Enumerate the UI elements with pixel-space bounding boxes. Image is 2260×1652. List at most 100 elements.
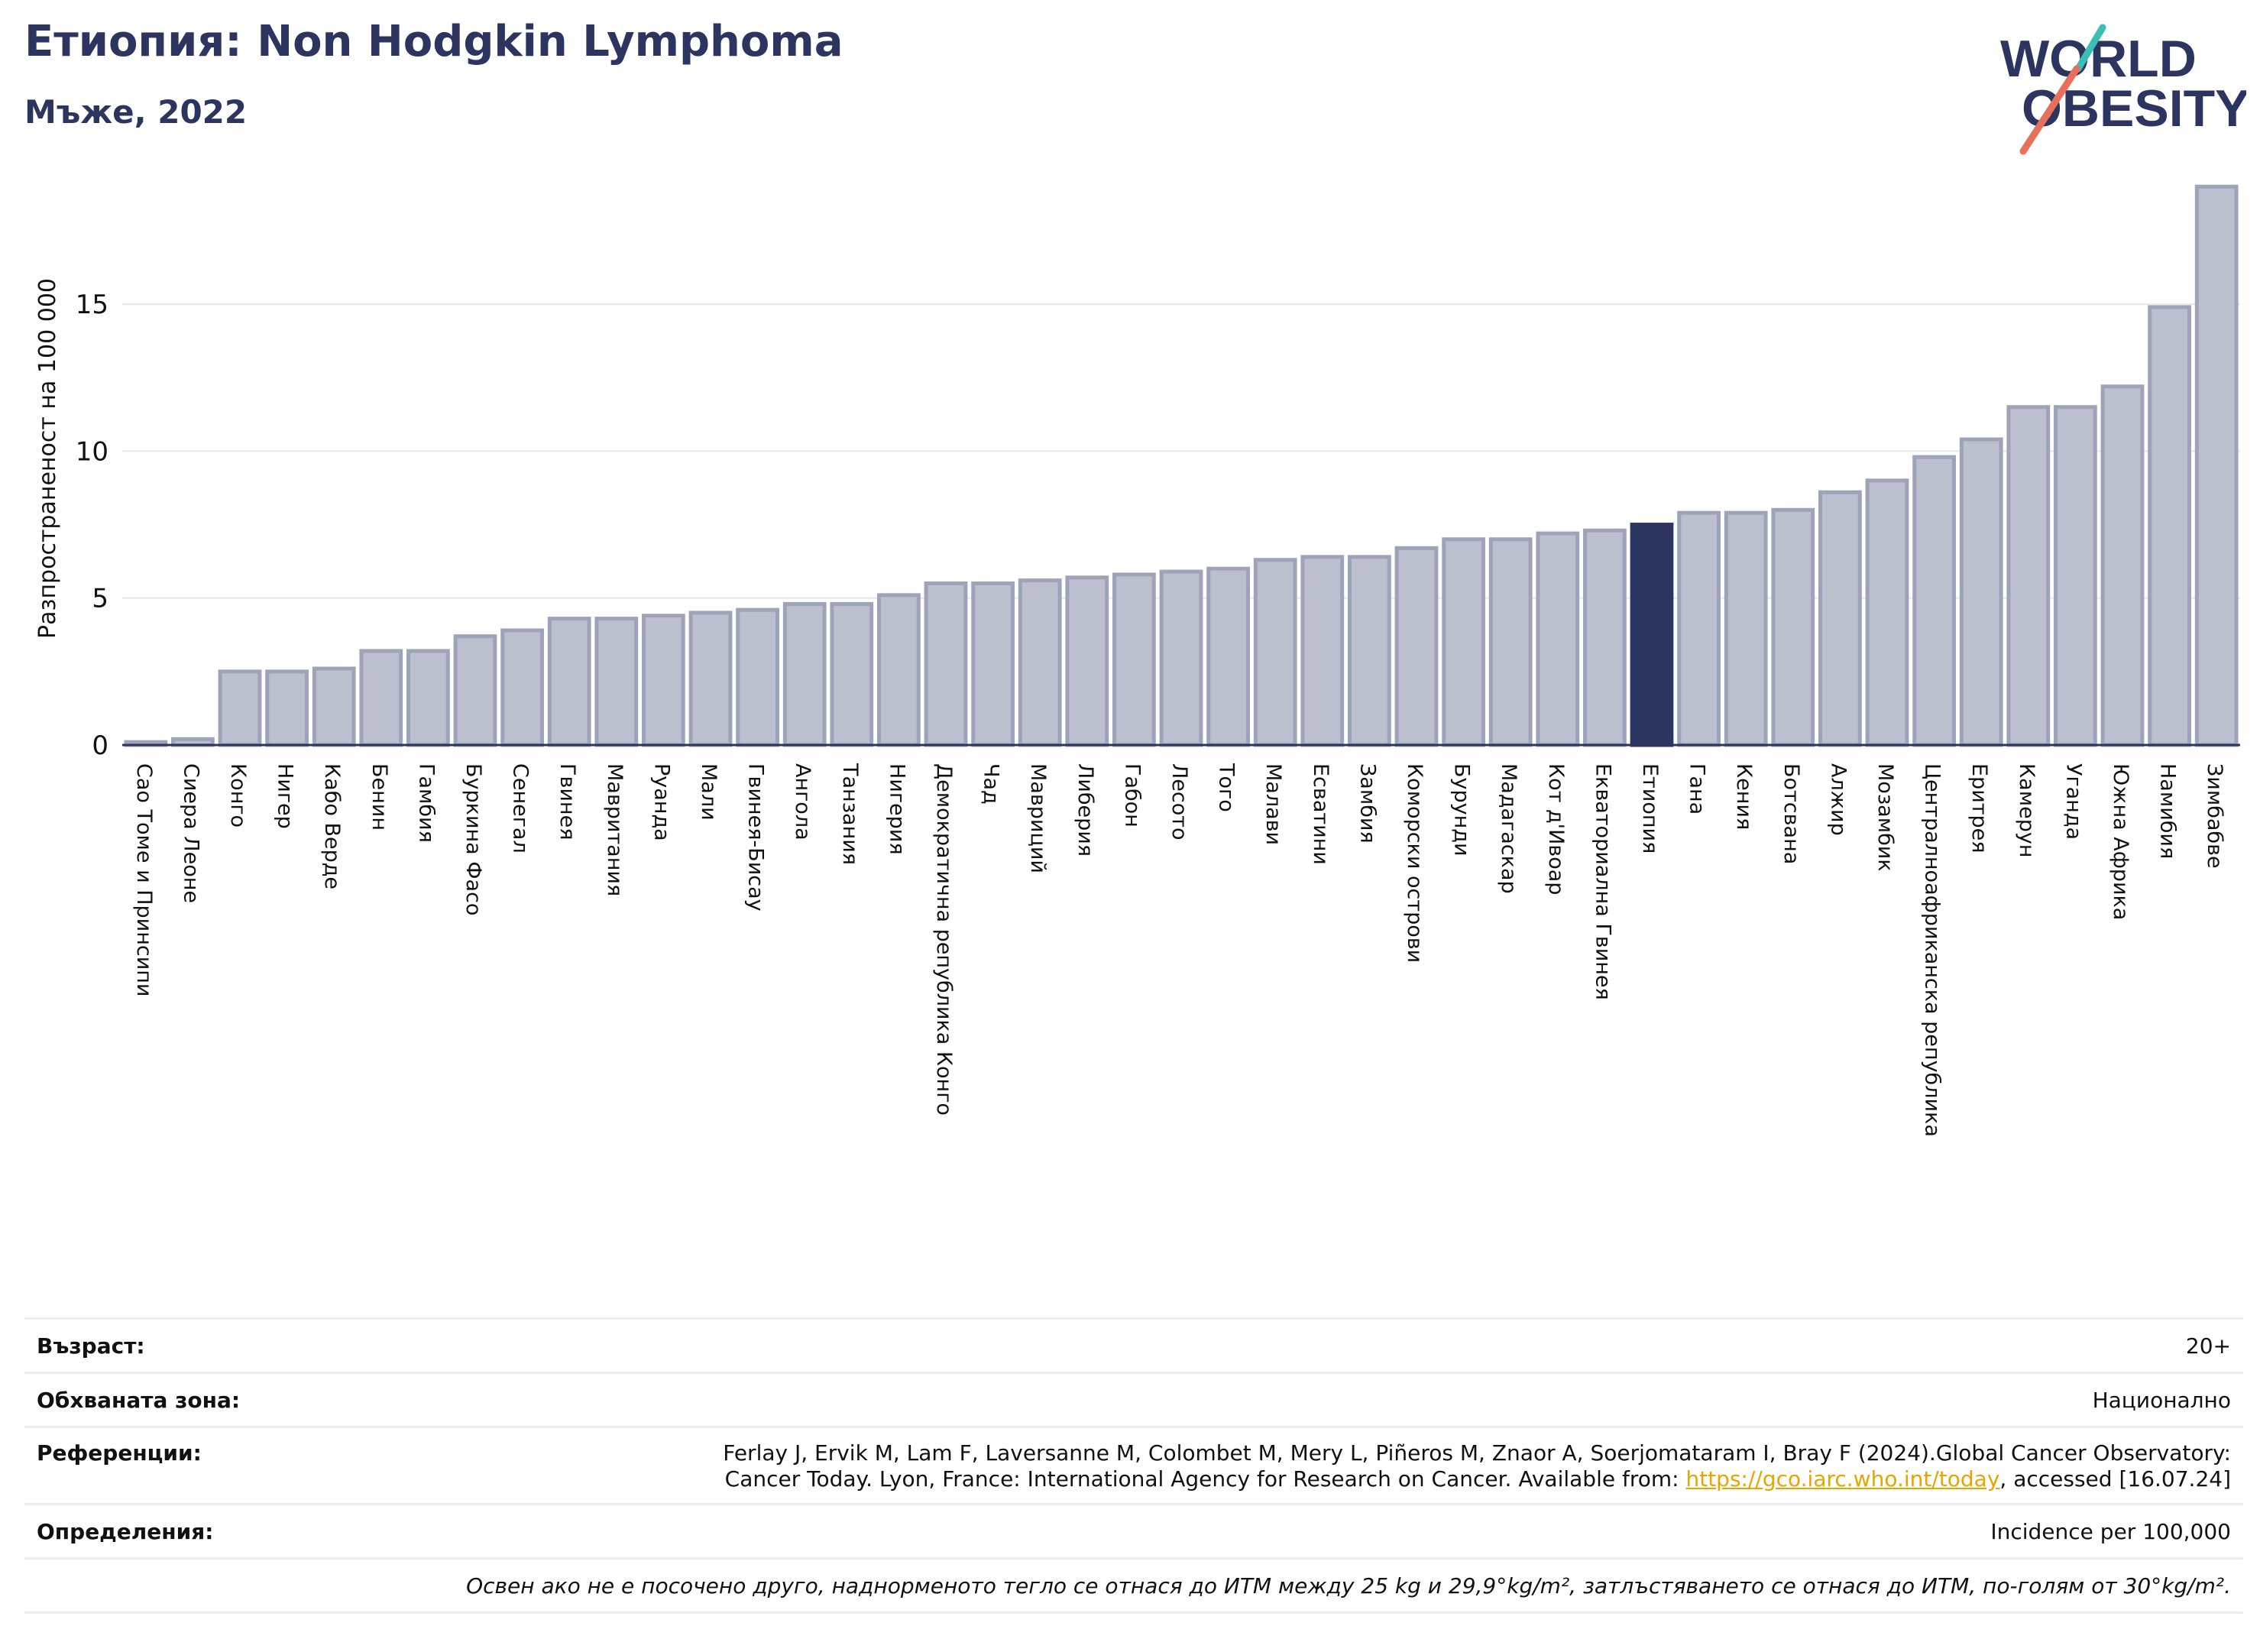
x-tick-label: Гана [1685,763,1709,815]
bar [688,611,733,747]
age-label: Възраст: [37,1333,145,1359]
x-tick-label: Сиера Леоне [179,763,202,903]
bar [1300,555,1345,747]
obesity-definition-note: Освен ако не е посочено друго, наднормен… [466,1573,2231,1599]
world-obesity-logo: WORLD OBESITY [2000,24,2246,155]
x-tick-label: Габон [1120,763,1144,828]
bar [218,669,262,747]
bar [1724,510,1768,747]
bar [406,649,450,747]
x-tick-label: Гамбия [414,763,438,843]
references-line-2-end: , accessed [16.07.24] [1999,1466,2231,1492]
bar [736,607,779,747]
bar [594,617,639,747]
bar [265,669,309,747]
bars-layer [124,184,2239,747]
x-tick-label: Замбия [1355,763,1379,844]
bar [312,666,356,747]
x-tick-label: Того [1215,763,1238,812]
x-tick-label: Есватини [1309,763,1332,865]
x-tick-label: Малави [1261,763,1285,845]
bar [1442,537,1485,747]
x-tick-label: Сао Томе и Принсипи [132,763,156,996]
bar [1771,507,1815,747]
x-tick-label: Чад [979,763,1003,805]
bar [1348,555,1391,747]
x-tick-label: Мадагаскар [1497,763,1520,894]
x-tick-label: Ботсвана [1779,763,1803,864]
y-tick-label: 15 [76,290,108,320]
x-tick-label: Руанда [649,763,673,841]
bar [2148,305,2191,747]
x-tick-label: Камерун [2015,763,2038,857]
area-value: Национално [2092,1388,2231,1413]
references-line-2-start: Cancer Today. Lyon, France: Internationa… [724,1466,1686,1492]
x-tick-label: Коморски острови [1403,763,1426,963]
page-title: Етиопия: Non Hodgkin Lymphoma [24,17,843,66]
x-tick-label: Зимбабве [2203,763,2226,869]
x-tick-label: Гвинея-Бисау [744,763,768,912]
bar [642,614,685,747]
x-tick-label: Етиопия [1638,763,1662,854]
x-tick-label: Гвинея [555,763,579,840]
page-subtitle: Мъже, 2022 [24,93,248,131]
metadata-table: Възраст: 20+ Обхваната зона: Национално … [24,1317,2243,1614]
bar [453,634,497,747]
bar [1159,569,1203,747]
meta-row-area: Обхваната зона: Национално [24,1374,2243,1428]
references-label: Референции: [37,1440,202,1466]
bar [924,581,968,747]
y-tick-label: 5 [92,584,108,614]
references-link[interactable]: https://gco.iarc.who.int/today [1685,1466,2000,1492]
x-tick-label: Кабо Верде [320,763,344,889]
bar [782,601,827,747]
bar [1253,558,1297,747]
references-line-1: Ferlay J, Ervik M, Lam F, Laversanne M, … [723,1440,2231,1466]
x-tick-label: Уганда [2061,763,2085,840]
x-tick-label: Танзания [838,763,862,865]
definitions-label: Определения: [37,1519,214,1544]
bar [1206,566,1250,747]
meta-row-note: Освен ако не е посочено друго, наднормен… [24,1560,2243,1614]
area-label: Обхваната зона: [37,1388,241,1413]
axis-layer: 0 5 10 15 Сао Томе и Принсипи Сиера Леоне Конг… [76,290,2240,1137]
bar [1912,455,1956,747]
meta-row-age: Възраст: 20+ [24,1320,2243,1374]
x-tick-label: Кения [1732,763,1756,830]
bar [2194,184,2239,747]
x-tick-label: Южна Африка [2109,763,2132,920]
bar-chart: 0 5 10 15 Сао Томе и Принсипи Сиера Леоне Конг… [34,184,2240,1137]
bar [2006,405,2051,747]
bar [547,617,591,747]
x-tick-label: Централноафриканска република [1921,763,1944,1137]
references-line-2: Cancer Today. Lyon, France: Internationa… [723,1466,2231,1492]
bar [2100,384,2145,747]
age-value: 20+ [2185,1333,2231,1359]
x-tick-label: Бенин [367,763,391,831]
x-tick-label: Намибия [2156,763,2180,859]
bar [1583,528,1627,747]
x-tick-label: Мавриций [1026,763,1050,873]
bar [500,628,544,747]
bar [971,581,1015,747]
x-tick-label: Конго [226,763,250,828]
x-tick-label: Буркина Фасо [461,763,485,915]
bar [1536,531,1580,747]
meta-row-definitions: Определения: Incidence per 100,000 [24,1505,2243,1560]
x-tick-label: Ангола [791,763,814,841]
x-tick-label: Кот д'Ивоар [1544,763,1568,895]
x-tick-label: Сенегал [509,763,533,854]
bar [877,593,921,747]
bar [830,601,874,747]
x-tick-label: Алжир [1826,763,1850,836]
x-tick-label: Мали [697,763,720,821]
y-tick-label: 10 [76,436,108,467]
bar [2054,405,2097,747]
bar [359,649,403,747]
bar [1677,510,1721,747]
references-value: Ferlay J, Ervik M, Lam F, Laversanne M, … [723,1440,2231,1492]
bar [1488,537,1533,747]
x-tick-label: Нигер [274,763,297,829]
x-tick-label: Мозамбик [1873,763,1897,872]
bar-highlighted [1630,523,1674,747]
